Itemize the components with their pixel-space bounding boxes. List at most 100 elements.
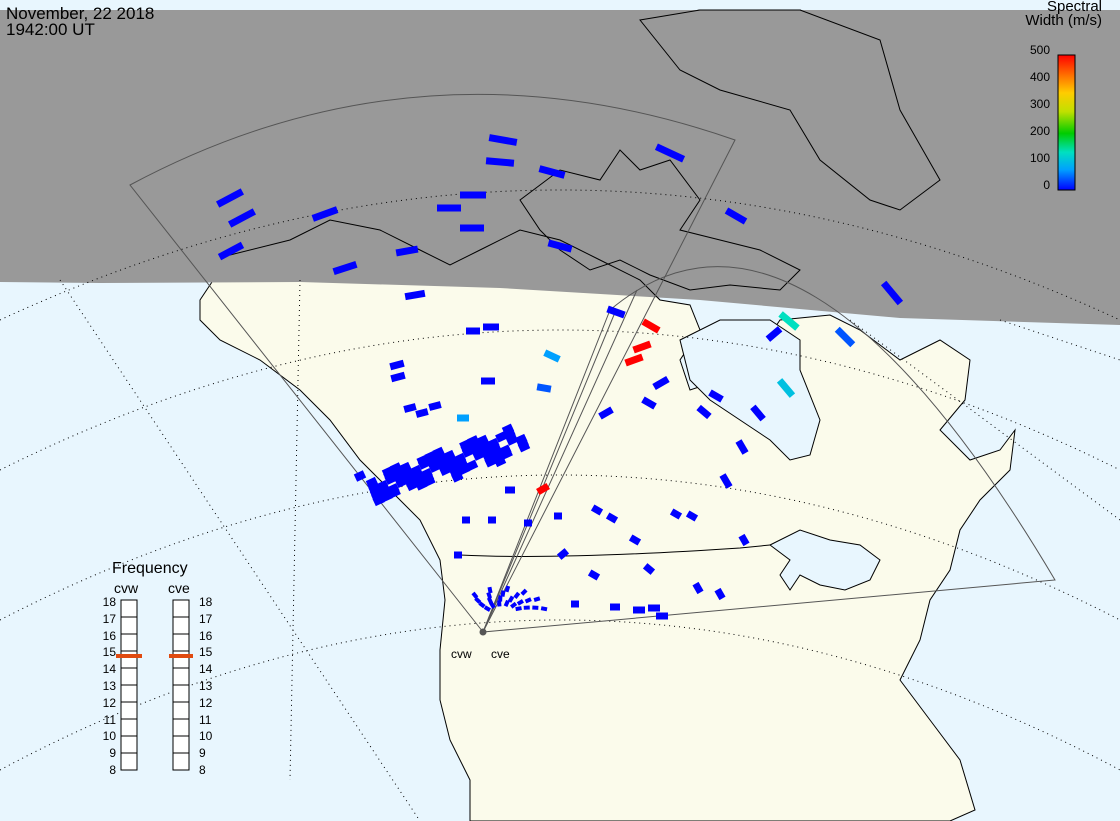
echo-cell — [498, 595, 503, 602]
echo-cell — [509, 601, 518, 609]
echo-cell — [724, 207, 748, 225]
echo-cell — [505, 486, 515, 494]
echo-cell — [669, 508, 683, 520]
echo-cell — [443, 449, 456, 462]
echo-cell — [499, 444, 512, 456]
echo-cell — [478, 601, 486, 609]
echo-cell — [488, 516, 496, 524]
echo-cell — [648, 604, 660, 612]
echo-cell — [633, 606, 645, 614]
frequency-level-label: 17 — [102, 611, 116, 626]
echo-cell — [524, 519, 532, 527]
frequency-column-cve: cve — [168, 580, 190, 596]
echo-cell — [708, 389, 724, 403]
echo-cell — [437, 204, 461, 212]
night-coastline — [229, 9, 941, 301]
us-canada-border — [459, 544, 771, 557]
echo-cell — [750, 404, 766, 422]
echo-cell — [778, 311, 800, 331]
echo-cell — [399, 461, 412, 474]
frequency-level-label: 9 — [109, 746, 116, 761]
echo-cell — [571, 600, 579, 608]
echo-cell — [834, 326, 856, 348]
echo-cell — [598, 406, 614, 420]
frequency-level-label: 16 — [199, 628, 213, 643]
echo-cell — [476, 434, 489, 447]
echo-cell — [606, 305, 626, 319]
time-label: 1942:00 UT — [6, 20, 95, 39]
echo-cell — [641, 318, 661, 334]
echo-cell — [432, 446, 445, 459]
echo-cell — [460, 224, 484, 232]
date-label: November, 22 2018 — [6, 4, 155, 23]
echo-cell — [520, 588, 528, 596]
echo-cell — [487, 586, 493, 594]
echo-cell — [628, 534, 642, 546]
echo-cell — [513, 591, 521, 599]
echo-cell — [642, 563, 656, 575]
echo-cell — [215, 188, 245, 208]
echo-cell — [547, 239, 573, 253]
frequency-level-label: 11 — [103, 712, 116, 727]
colorbar-tick: 100 — [1029, 151, 1050, 165]
echo-cell — [311, 206, 339, 222]
echo-cell — [486, 591, 493, 599]
radar-echoes — [215, 134, 904, 620]
frequency-level-label: 13 — [199, 679, 213, 693]
colorbar-gradient — [1057, 54, 1076, 191]
echo-cell — [516, 599, 524, 606]
hudson-bay — [679, 319, 821, 461]
echo-cell — [536, 482, 550, 496]
echo-cell — [610, 603, 620, 611]
echo-cell — [696, 404, 712, 420]
echo-cell — [880, 280, 904, 306]
colorbar-tick: 400 — [1029, 70, 1050, 84]
echo-cell — [540, 606, 548, 612]
echo-cell — [389, 359, 405, 371]
echo-cell — [454, 551, 462, 559]
colorbar-title: Spectral Width (m/s) — [1025, 0, 1102, 28]
night-region — [0, 10, 1120, 325]
echo-cell — [624, 353, 644, 367]
frequency-level-label: 15 — [102, 645, 116, 660]
echo-cell — [719, 473, 733, 489]
echo-cell — [453, 452, 467, 465]
echo-cell — [554, 512, 562, 520]
colorbar-tick: 200 — [1029, 124, 1050, 138]
echo-cell — [462, 516, 470, 524]
frequency-level-label: 8 — [199, 763, 206, 777]
echo-cell — [376, 480, 389, 492]
echo-cell — [501, 423, 515, 436]
echo-cell — [489, 601, 496, 609]
echo-cell — [481, 377, 495, 385]
echo-cell — [428, 401, 442, 411]
echo-cell — [654, 143, 686, 163]
echo-cell — [365, 476, 379, 489]
frequency-level-label: 15 — [199, 645, 213, 660]
echo-cell — [483, 323, 499, 331]
echo-cell — [403, 403, 417, 413]
echo-cell — [714, 587, 726, 601]
frequency-level-label: 8 — [109, 763, 116, 777]
echo-cell — [605, 512, 619, 524]
frequency-ticks — [121, 616, 189, 754]
frequency-level-label: 18 — [199, 595, 213, 609]
frequency-level-label: 11 — [199, 712, 212, 727]
radar-station-marker — [479, 628, 487, 636]
frequency-level-label: 12 — [102, 695, 116, 710]
echo-cell — [353, 470, 367, 482]
echo-cell — [497, 600, 502, 607]
echo-cell — [404, 289, 426, 301]
echo-cell — [389, 462, 403, 474]
echo-cell — [507, 595, 515, 603]
echo-cell — [415, 408, 429, 418]
echo-cell — [738, 533, 750, 547]
echo-cell — [590, 504, 604, 516]
echo-cell — [487, 437, 500, 450]
echo-cell — [515, 606, 522, 612]
echo-cell — [395, 245, 419, 257]
station-label-cve: cve — [491, 647, 510, 661]
echo-cell — [420, 468, 433, 480]
frequency-level-label: 14 — [199, 662, 213, 677]
